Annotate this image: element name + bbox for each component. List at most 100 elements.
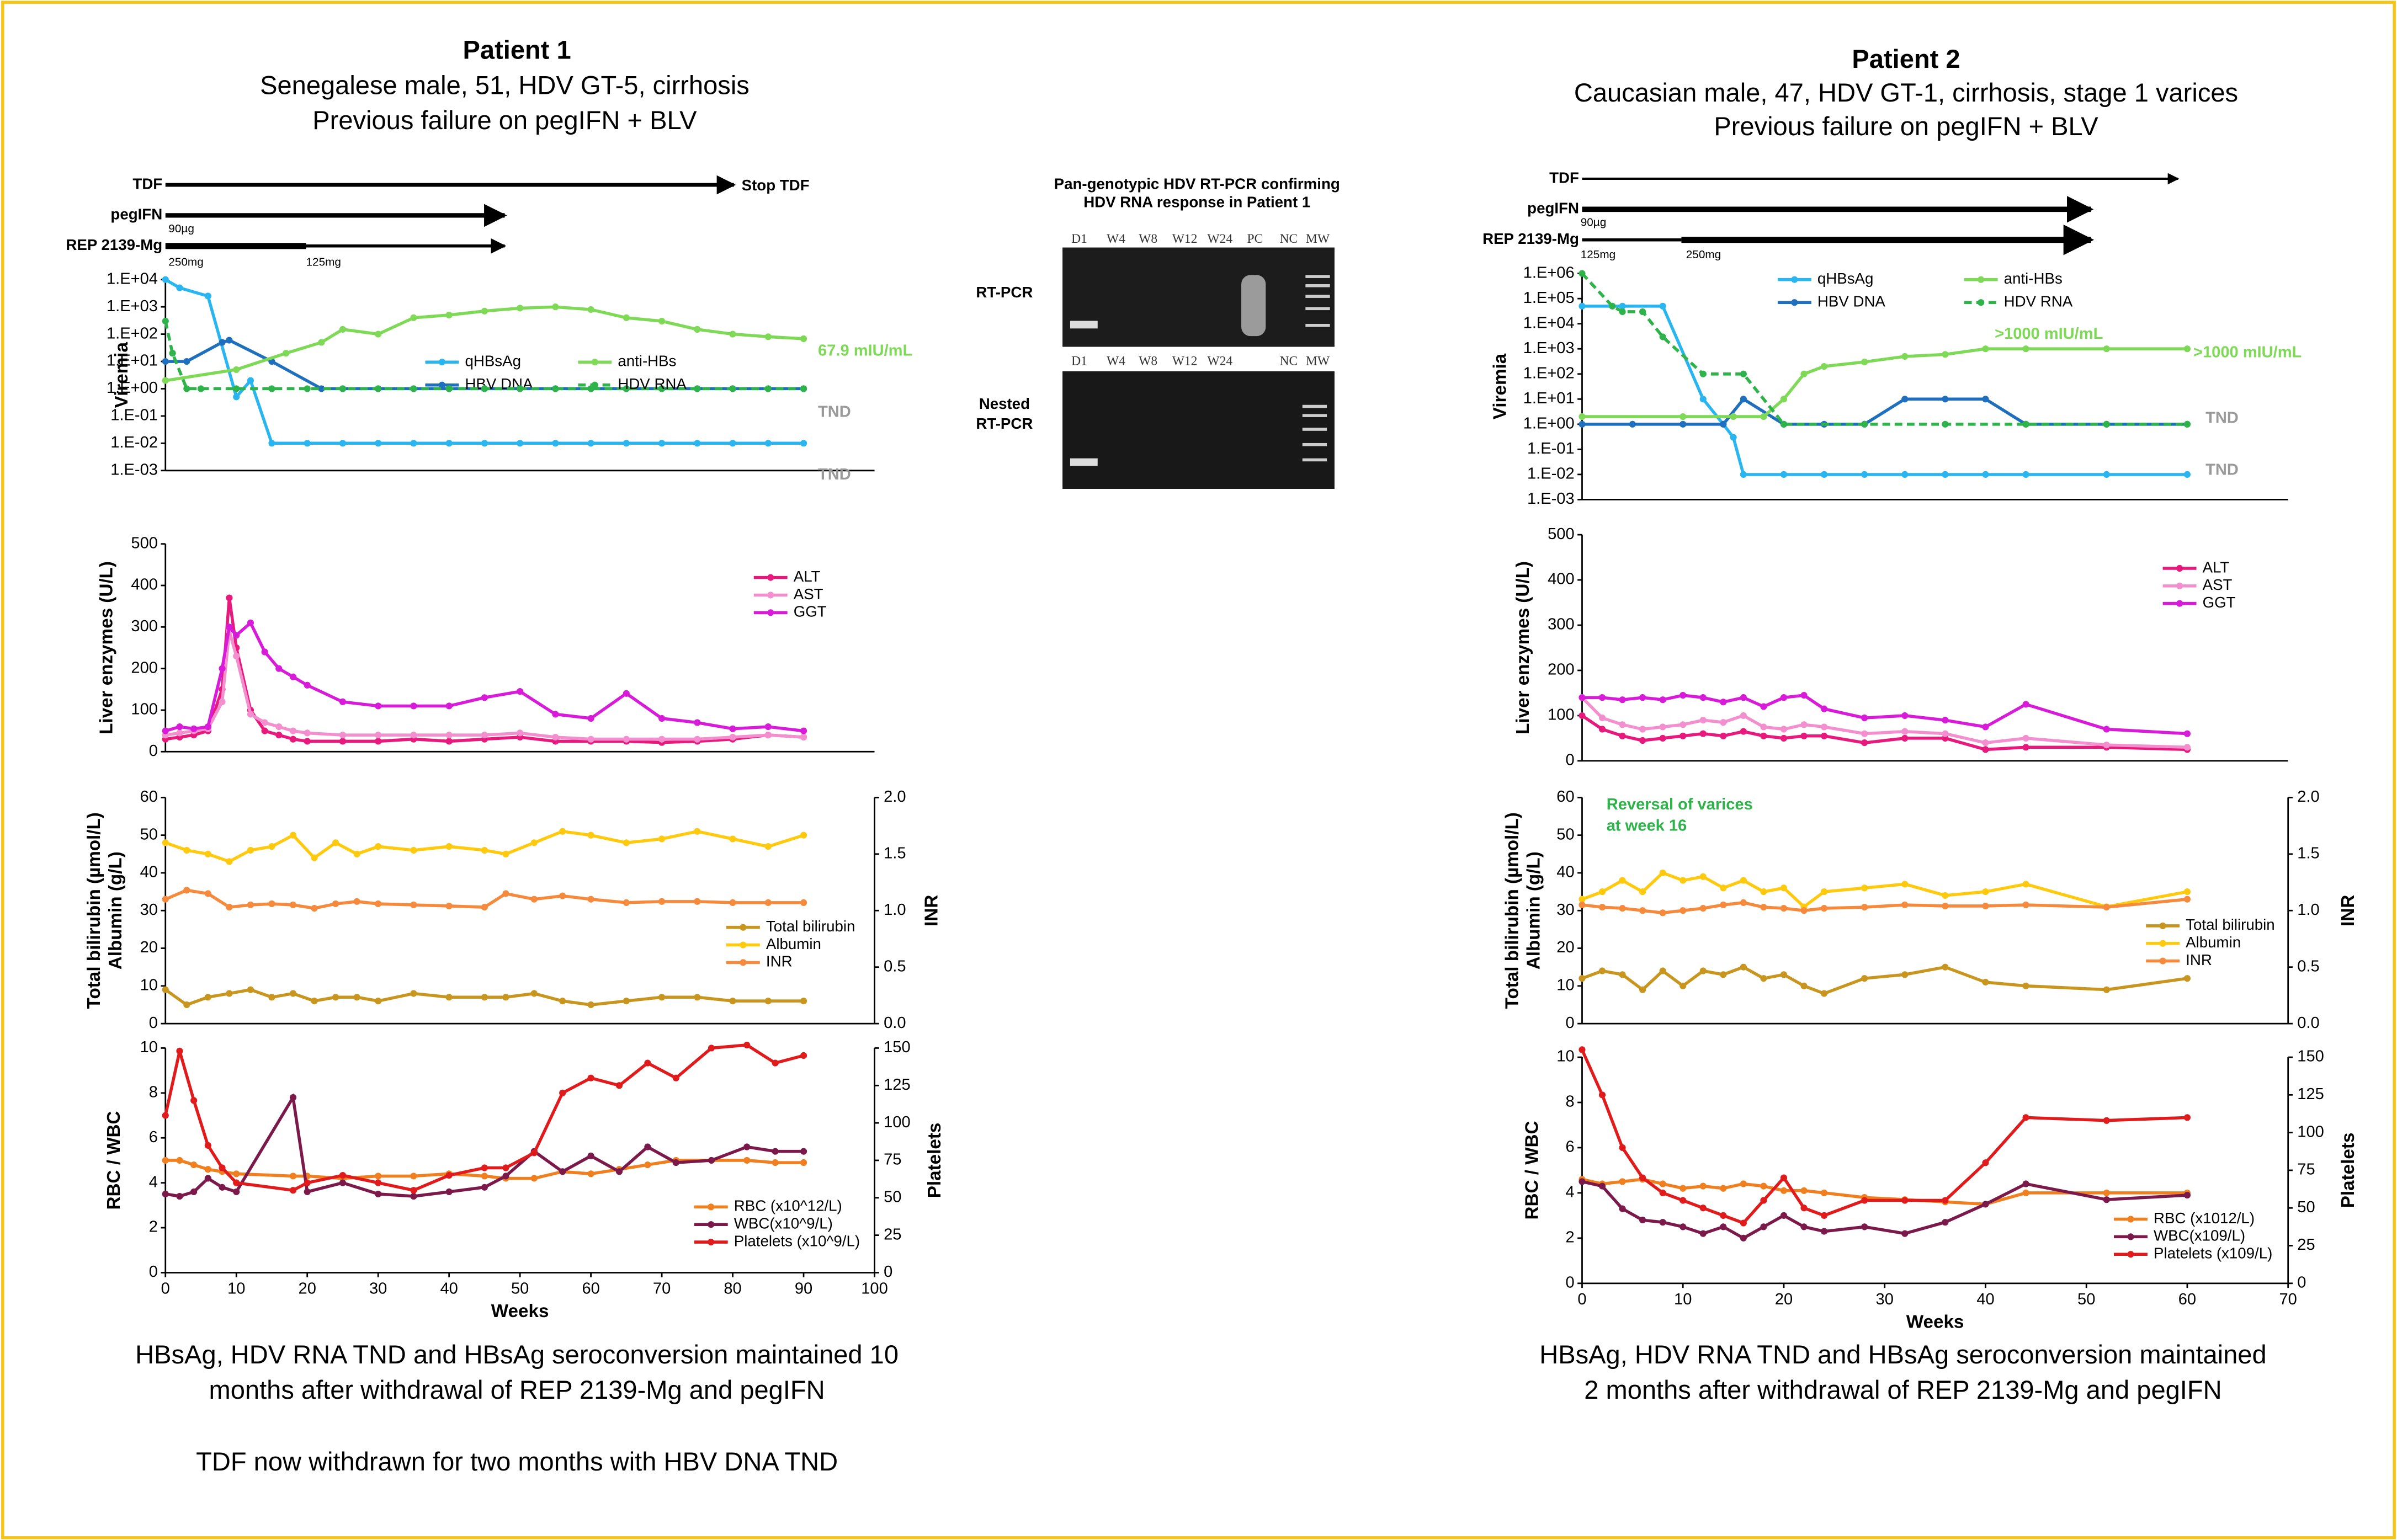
data-point	[183, 847, 190, 854]
data-point	[446, 385, 453, 392]
data-point	[375, 331, 381, 337]
data-point	[1760, 723, 1767, 730]
y-tick-label: 1.E-03	[1527, 490, 1575, 508]
data-point	[290, 674, 296, 680]
data-point	[729, 835, 736, 842]
data-point	[800, 385, 807, 392]
data-point	[673, 1159, 679, 1166]
data-point	[1942, 892, 1948, 899]
data-point	[1700, 717, 1707, 723]
data-point	[1680, 877, 1686, 884]
data-point	[162, 728, 169, 734]
y-axis-label: RBC / WBC	[1522, 1121, 1543, 1219]
legend-label: GGT	[794, 603, 827, 620]
data-point	[743, 1042, 750, 1048]
y-tick-label: 2	[149, 1218, 158, 1236]
data-point	[318, 339, 325, 345]
y2-tick-label: 125	[2297, 1085, 2324, 1103]
data-point	[176, 1157, 183, 1164]
x-tick-label: 100	[861, 1280, 888, 1298]
y-tick-label: 8	[149, 1084, 158, 1101]
data-point	[1861, 1223, 1868, 1230]
y-tick-label: 10	[1556, 1048, 1574, 1065]
data-point	[205, 851, 211, 857]
data-point	[311, 855, 317, 861]
data-point	[694, 326, 700, 333]
y-tick-label: 4	[1565, 1184, 1574, 1201]
data-point	[446, 738, 453, 744]
data-point	[658, 318, 665, 324]
annotation: at week 16	[1607, 817, 1687, 835]
x-tick-label: 30	[1876, 1291, 1894, 1308]
data-point	[1720, 971, 1726, 978]
data-point	[290, 990, 296, 997]
data-point	[800, 440, 807, 446]
data-point	[729, 734, 736, 740]
data-point	[410, 1193, 417, 1200]
y2-tick-label: 0.0	[2297, 1014, 2319, 1032]
data-point	[1660, 870, 1666, 876]
data-point	[1619, 733, 1625, 739]
data-point	[517, 385, 523, 392]
data-point	[375, 385, 381, 392]
data-point	[588, 832, 594, 839]
y2-axis-label: Platelets	[2338, 1133, 2358, 1208]
annotation: >1000 mIU/mL	[1995, 325, 2103, 343]
lane-label: W24	[1207, 232, 1232, 246]
data-point	[375, 900, 381, 907]
legend-label: ALT	[2203, 558, 2230, 575]
dose: 90µg	[1581, 216, 1607, 229]
data-point	[190, 726, 197, 732]
data-point	[1599, 694, 1606, 701]
data-point	[233, 653, 240, 659]
data-point	[268, 994, 275, 1000]
data-point	[481, 440, 488, 446]
data-point	[2184, 975, 2191, 982]
data-point	[772, 1159, 779, 1166]
data-point	[1901, 471, 1908, 478]
data-point	[1680, 1197, 1686, 1203]
data-point	[290, 1173, 296, 1179]
data-point	[275, 723, 282, 730]
data-point	[339, 440, 346, 446]
data-point	[1700, 1230, 1707, 1237]
legend-marker	[767, 574, 774, 581]
data-point	[2184, 1192, 2191, 1198]
data-point	[1800, 721, 1807, 728]
data-point	[339, 1180, 346, 1186]
data-point	[162, 1112, 169, 1118]
lane-label: W4	[1107, 354, 1125, 369]
data-point	[332, 900, 339, 907]
data-point	[1619, 721, 1625, 728]
data-point	[800, 998, 807, 1004]
data-point	[1730, 413, 1737, 420]
data-point	[1700, 371, 1707, 377]
data-point	[176, 729, 183, 736]
data-point	[162, 1191, 169, 1197]
data-point	[1660, 723, 1666, 730]
data-point	[233, 385, 240, 392]
data-point	[694, 736, 700, 743]
data-point	[1740, 877, 1747, 884]
legend-label: AST	[2203, 576, 2233, 593]
x-tick-label: 40	[440, 1280, 458, 1298]
data-point	[481, 694, 488, 701]
data-point	[1720, 1223, 1726, 1230]
y-tick-label: 500	[131, 534, 158, 552]
data-point	[765, 723, 772, 730]
legend-label: anti-HBs	[618, 353, 676, 370]
title: Patient 2	[1852, 44, 1960, 73]
data-point	[588, 896, 594, 903]
data-point	[268, 385, 275, 392]
data-point	[2022, 902, 2029, 908]
lane-label: W12	[1172, 354, 1198, 369]
x-tick-label: 20	[1775, 1291, 1793, 1308]
data-point	[1821, 888, 1827, 895]
treatment: REP 2139-Mg	[1482, 230, 1579, 247]
legend-marker	[439, 359, 445, 365]
y2-tick-label: 1.0	[884, 901, 906, 919]
y-tick-label: 50	[1556, 825, 1574, 843]
data-point	[1660, 1219, 1666, 1225]
data-point	[531, 1149, 538, 1156]
data-point	[410, 732, 417, 738]
